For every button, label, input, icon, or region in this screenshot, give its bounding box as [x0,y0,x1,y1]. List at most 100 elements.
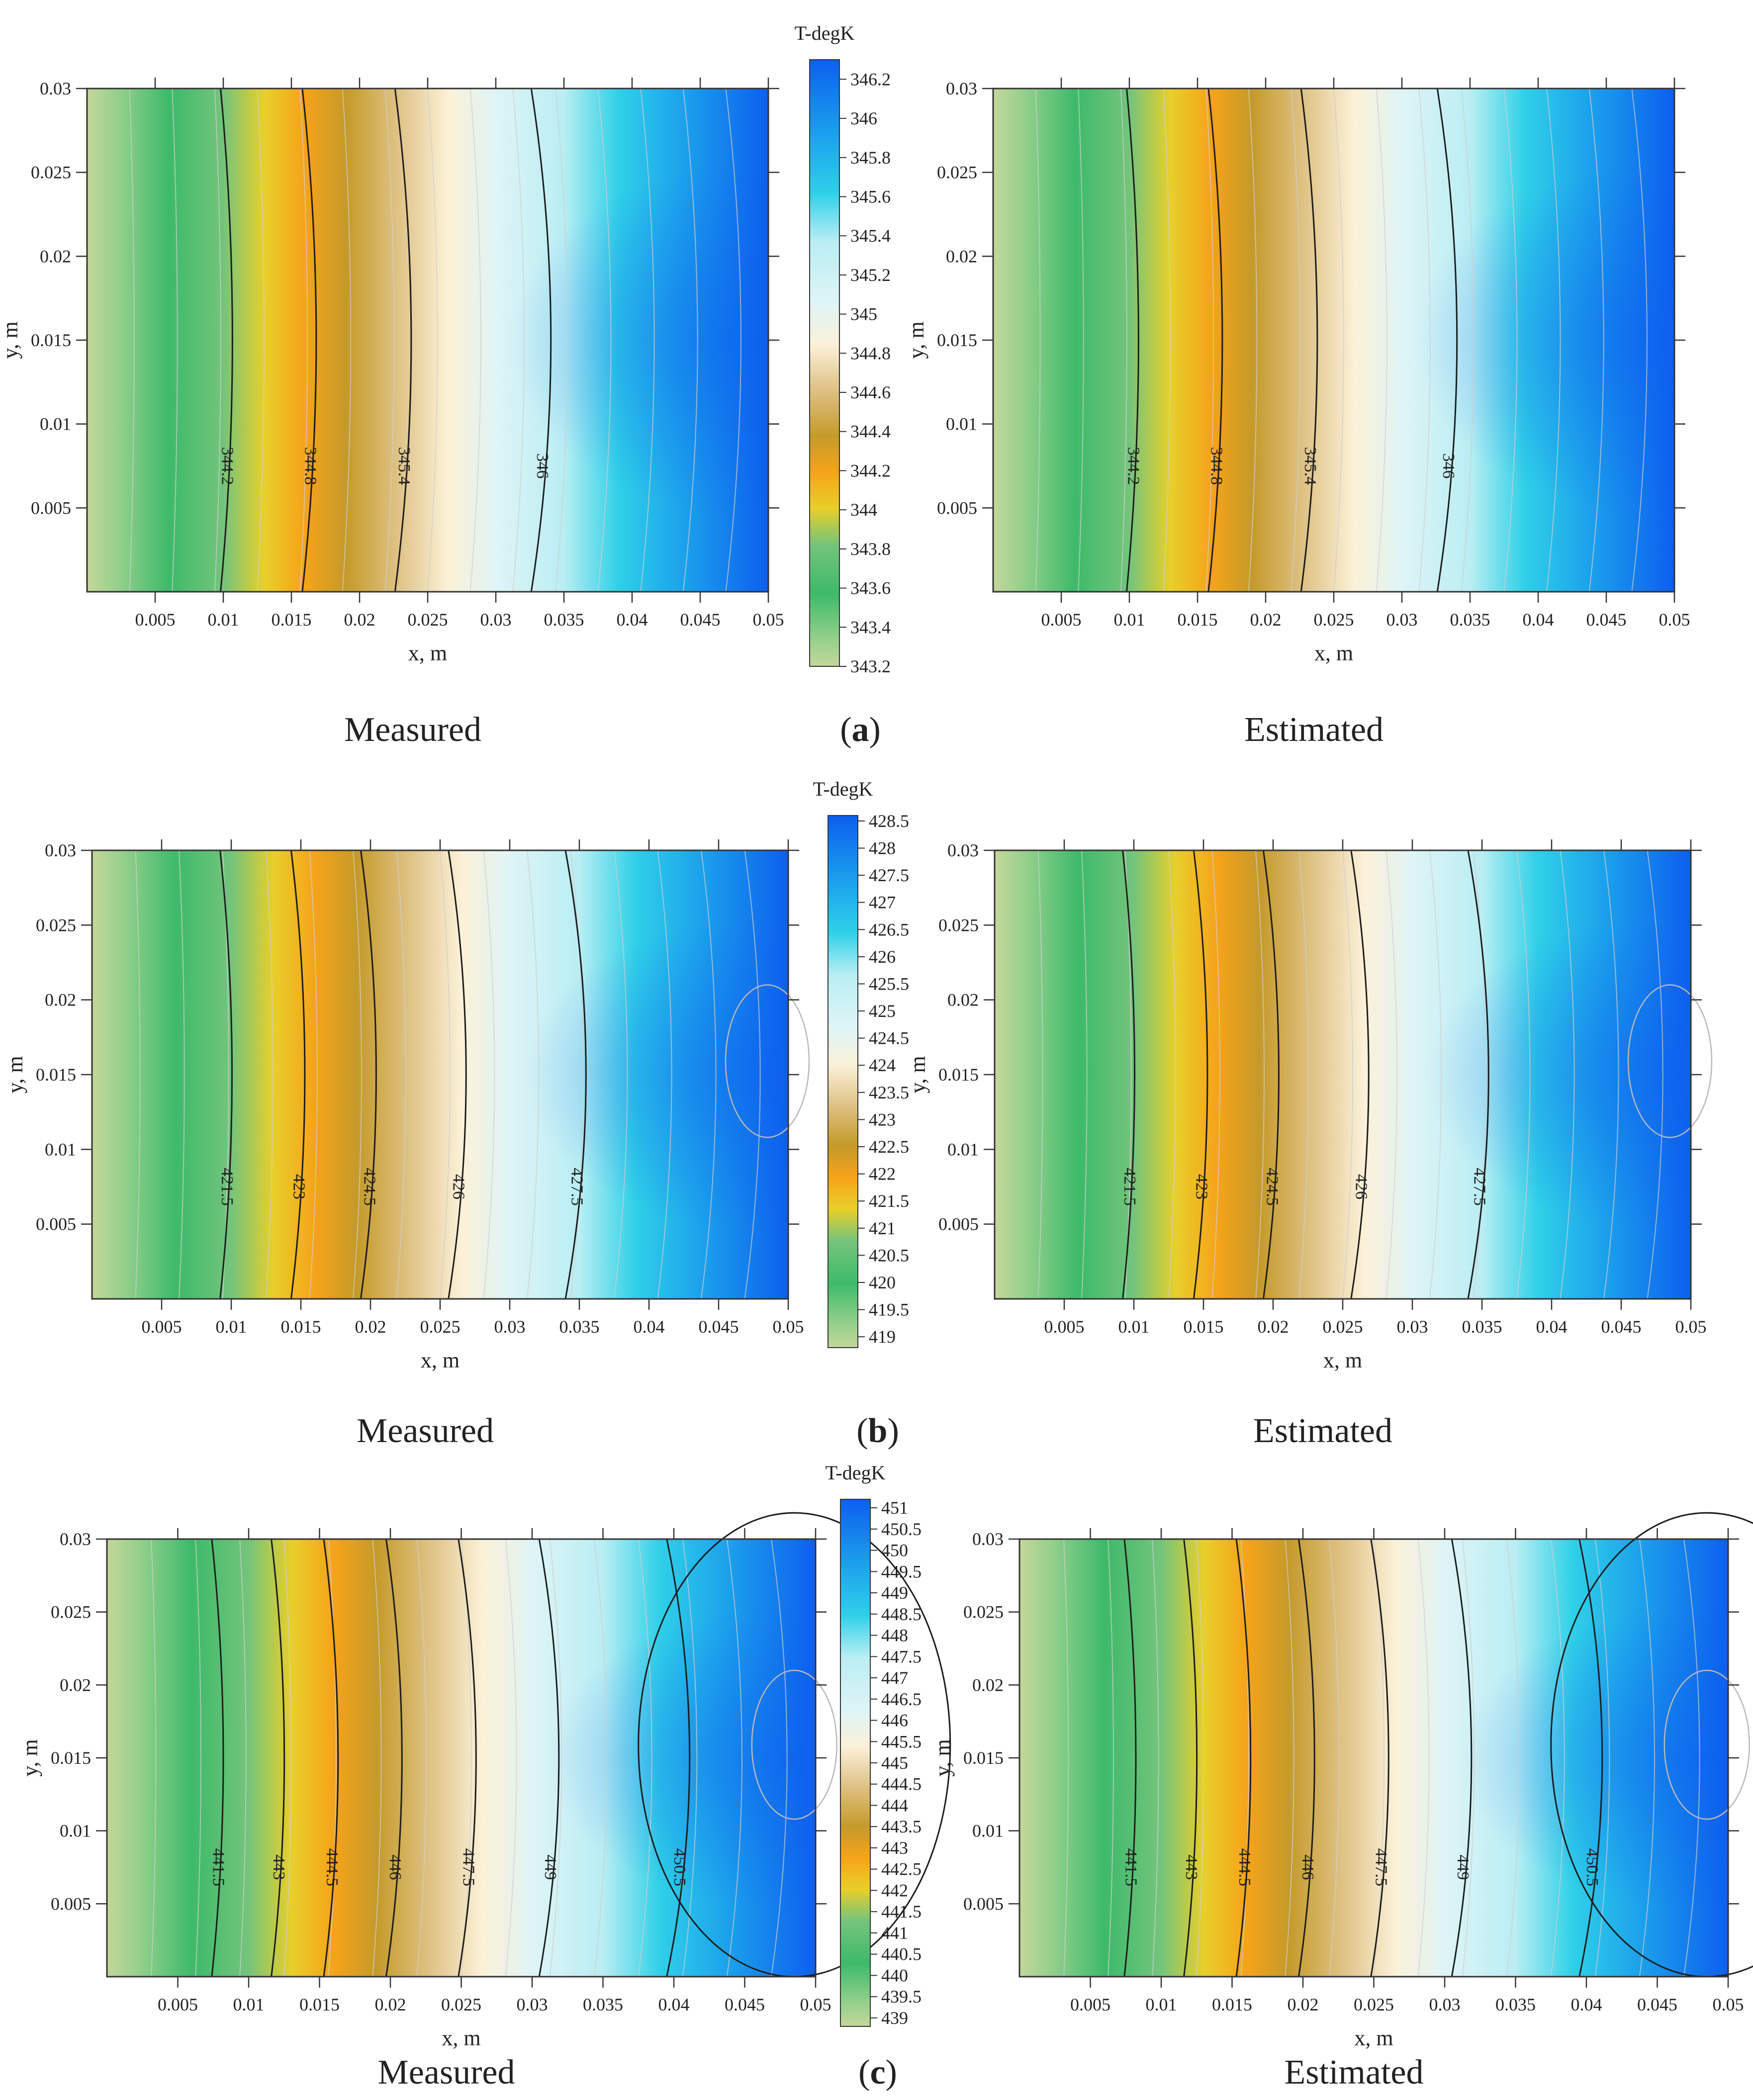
contour-label: 449 [1454,1855,1472,1880]
minor-contour-line [396,850,407,1299]
contour-label: 426 [449,1174,467,1199]
x-tick-label: 0.03 [1386,610,1418,630]
caption-estimated: Estimated [1285,2053,1424,2092]
y-tick-label: 0.01 [946,414,977,434]
colorbar-tick-label: 344.8 [850,343,891,363]
caption-estimated: Estimated [1244,711,1384,749]
x-tick-label: 0.04 [1536,1317,1568,1337]
y-tick-label: 0.02 [972,1675,1004,1695]
minor-contour-line [427,88,438,592]
colorbar-tick-label: 442 [881,1880,908,1900]
minor-contour-line [1418,88,1431,592]
x-tick-label: 0.05 [1713,1995,1744,2014]
contour-label: 344.2 [218,447,237,485]
contour-label: 446 [1298,1855,1317,1880]
contour-label-text: 424.5 [1263,1168,1281,1206]
hot-region-shading [92,850,788,1299]
contour-line [1467,850,1489,1299]
colorbar-tick-label: 345.2 [850,265,891,285]
x-tick-label: 0.02 [1258,1317,1289,1337]
y-tick-label: 0.015 [51,1748,91,1768]
plot-a-measured: 344.2 344.8 345.4 346 0.005 0.01 0.015 0.02 0.02… [0,78,784,749]
contour-label: 443 [270,1855,288,1880]
minor-contour-line [1550,1539,1565,1977]
contour-line [211,1539,224,1977]
y-tick-label: 0.025 [937,163,977,183]
contour-label-text: 344.8 [1207,447,1225,485]
minor-contour-line [726,1539,743,1977]
caption-estimated: Estimated [1253,1412,1392,1450]
contour-label: 421.5 [1120,1168,1139,1206]
minor-contour-line [1168,850,1176,1299]
y-tick-label: 0.01 [45,1139,76,1159]
contour-label: 449 [541,1855,559,1880]
minor-contour-line [1588,88,1604,592]
contour-line [385,1539,403,1977]
minor-contour-line [483,850,495,1299]
y-tick-label: 0.005 [937,498,977,518]
x-axis-label: x, m [442,2026,480,2050]
x-tick-label: 0.03 [480,610,512,630]
x-tick-label: 0.005 [1044,1317,1085,1337]
panel-c: 441.5 443 444.5 446 447.5 449 450.5 0.005 0.01 0.… [18,1461,1753,2092]
contour-label-text: 344.2 [1124,447,1143,485]
contour-label: 344.8 [1207,447,1225,485]
y-tick-label: 0.005 [938,1214,979,1234]
x-tick-label: 0.025 [1354,1995,1394,2014]
x-tick-label: 0.035 [544,610,584,630]
contour-label-text: 346 [1439,454,1458,479]
minor-contour-line [682,88,698,592]
colorbar-title: T-degK [826,1461,886,1484]
minor-contour-line [342,88,352,592]
contour-label-text: 344.8 [301,447,319,485]
y-axis-label: y, m [0,321,22,359]
colorbar-tick-label: 428 [869,838,896,858]
x-tick-label: 0.015 [299,1995,340,2014]
colorbar-tick-label: 346 [850,108,877,128]
minor-contour-line [1560,850,1575,1299]
y-tick-label: 0.015 [937,330,977,350]
contour-label: 450.5 [1583,1848,1601,1887]
caption-measured: Measured [357,1412,494,1450]
x-axis-label: x, m [421,1348,460,1372]
closed-contour [725,984,810,1138]
x-axis-label: x, m [408,641,447,665]
x-tick-label: 0.02 [1250,610,1282,630]
minor-contour-line [384,88,395,592]
contour-label-text: 441.5 [1122,1848,1140,1887]
contour-line [1350,850,1370,1299]
minor-contour-line [527,850,540,1299]
y-tick-label: 0.025 [963,1602,1004,1622]
colorbar-tick-label: 447 [881,1668,908,1688]
contour-label-text: 447.5 [459,1848,477,1887]
contour-label-text: 443 [270,1855,288,1880]
caption-measured: Measured [344,711,481,749]
y-tick-label: 0.025 [31,163,71,183]
y-tick-label: 0.005 [963,1894,1004,1914]
minor-contour-line [1631,88,1648,592]
minor-contour-line [1417,1539,1430,1977]
colorbar-tick-label: 421 [869,1218,896,1238]
x-tick-label: 0.03 [494,1317,526,1337]
y-tick-label: 0.02 [60,1675,91,1695]
contour-line [1578,1539,1603,1977]
y-tick-label: 0.025 [36,915,76,935]
contour-line [530,88,552,592]
contour-line [448,850,467,1299]
contour-label: 424.5 [1263,1168,1281,1206]
caption-measured: Measured [377,2053,515,2092]
minor-contour-line [770,1539,788,1977]
contour-label-text: 450.5 [1583,1848,1601,1887]
minor-contour-line [1373,1539,1385,1977]
colorbar-tick-label: 426.5 [869,919,909,939]
colorbar-tick-label: 447.5 [881,1646,922,1666]
contour-line [360,850,377,1299]
minor-contour-line [440,850,451,1299]
x-tick-label: 0.045 [699,1317,739,1337]
colorbar-tick-label: 343.4 [850,617,891,637]
y-tick-label: 0.02 [40,246,71,266]
minor-contour-line [1205,88,1214,592]
colorbar-tick-label: 423.5 [869,1083,909,1102]
hot-region-shading [1019,1539,1728,1977]
